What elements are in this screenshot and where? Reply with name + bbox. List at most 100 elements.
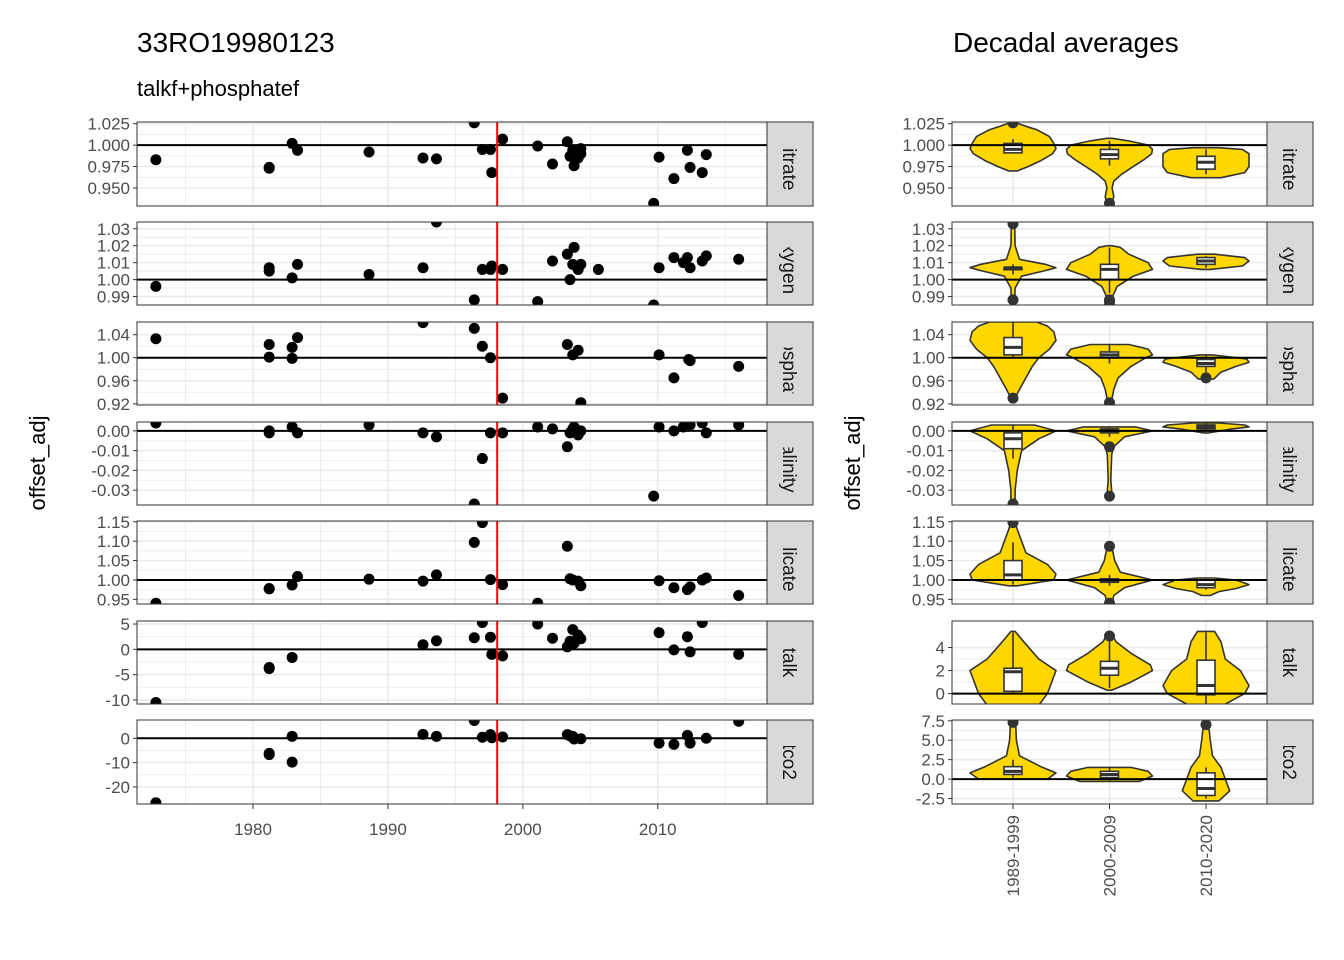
y-tick-label: 0.0 bbox=[921, 770, 945, 789]
data-point bbox=[484, 574, 496, 586]
data-point bbox=[575, 425, 587, 437]
violin-2000-2009 bbox=[1065, 343, 1154, 405]
outlier-point bbox=[1007, 294, 1019, 305]
y-tick-label: 1.01 bbox=[97, 254, 130, 273]
timeseries-x-axis: 1980 1990 2000 2010 bbox=[234, 804, 677, 839]
y-tick-label: -2.5 bbox=[916, 790, 945, 809]
data-point bbox=[150, 597, 162, 604]
box bbox=[1003, 432, 1023, 450]
violins bbox=[969, 630, 1250, 704]
data-point bbox=[417, 152, 429, 164]
data-point bbox=[575, 633, 587, 645]
timeseries-silicate-strip: silicate bbox=[766, 520, 814, 605]
outlier-point bbox=[1104, 397, 1115, 405]
data-point bbox=[286, 341, 298, 353]
y-tick-label: 0.95 bbox=[912, 590, 945, 609]
timeseries-panel-phosphate: 0.92 0.96 1.00 1.04 phosphate bbox=[97, 319, 814, 414]
violins bbox=[969, 322, 1250, 405]
y-tick-label: 5.0 bbox=[921, 731, 945, 750]
data-point bbox=[476, 263, 488, 275]
outlier-point bbox=[1104, 490, 1115, 502]
timeseries-panels: 0.9500.9751.0001.025nitrate0.991.001.011… bbox=[87, 115, 814, 805]
outlier-point bbox=[1007, 392, 1019, 404]
y-tick-label: -0.02 bbox=[91, 461, 130, 480]
data-point bbox=[696, 422, 708, 429]
y-tick-label: 1.03 bbox=[912, 220, 945, 239]
timeseries-panel-talk: -10 -5 0 5 talk bbox=[105, 615, 814, 710]
y-tick-label: 1.00 bbox=[97, 271, 130, 290]
y-tick-label: 0 bbox=[121, 729, 130, 748]
data-point bbox=[497, 579, 509, 591]
outlier-point bbox=[1007, 521, 1019, 529]
x-grid bbox=[185, 720, 726, 804]
y-tick-label: 1.15 bbox=[97, 513, 130, 532]
data-point bbox=[476, 453, 488, 465]
data-point bbox=[150, 797, 162, 804]
data-point bbox=[292, 258, 304, 270]
data-point bbox=[417, 575, 429, 587]
timeseries-salinity-strip: salinity bbox=[766, 421, 814, 506]
data-point bbox=[668, 738, 680, 750]
y-tick-label: -0.03 bbox=[906, 481, 945, 500]
data-point bbox=[417, 262, 429, 274]
y-tick-label: 1.025 bbox=[87, 115, 130, 134]
y-tick-label: 0.92 bbox=[97, 395, 130, 414]
data-point bbox=[575, 258, 587, 270]
y-tick-label: -0.01 bbox=[91, 442, 130, 461]
y-tick-label: 0.96 bbox=[912, 372, 945, 391]
data-point bbox=[532, 621, 544, 630]
timeseries-panel-salinity: -0.03-0.02-0.010.00 salinity bbox=[91, 421, 814, 506]
data-point bbox=[648, 490, 660, 502]
data-point bbox=[476, 340, 488, 352]
x-grid bbox=[185, 122, 726, 206]
outlier-point bbox=[1200, 720, 1212, 731]
data-point bbox=[486, 732, 498, 744]
data-point bbox=[575, 148, 587, 160]
data-point bbox=[363, 422, 375, 431]
decadal-panel-oxygen: 0.991.001.011.021.03 oxygen bbox=[912, 220, 1314, 307]
data-point bbox=[532, 140, 544, 152]
outlier-point bbox=[1104, 441, 1115, 453]
data-point bbox=[700, 149, 712, 161]
violins bbox=[969, 122, 1250, 206]
data-point bbox=[547, 632, 559, 644]
data-point bbox=[484, 631, 496, 643]
data-point bbox=[668, 372, 680, 384]
data-point bbox=[700, 732, 712, 744]
outlier-point bbox=[1007, 222, 1019, 230]
decadal-phosphate-strip: phosphate bbox=[1266, 321, 1314, 406]
data-point bbox=[468, 122, 480, 129]
data-point bbox=[684, 161, 696, 173]
data-point bbox=[497, 392, 509, 404]
data-point bbox=[648, 197, 660, 206]
data-point bbox=[476, 143, 488, 155]
data-point bbox=[292, 332, 304, 344]
data-point bbox=[733, 720, 745, 727]
strip-label: phosphate bbox=[778, 319, 799, 408]
timeseries-nitrate-strip: nitrate bbox=[766, 121, 814, 207]
strip-label: silicate bbox=[778, 533, 799, 591]
data-point bbox=[417, 322, 429, 329]
strip-label: talk bbox=[1278, 648, 1299, 678]
data-point bbox=[572, 344, 584, 356]
y-tick-label: 0 bbox=[936, 685, 945, 704]
strip-label: silicate bbox=[1278, 533, 1299, 591]
data-point bbox=[286, 579, 298, 591]
y-tick-label: 0.975 bbox=[902, 158, 945, 177]
data-point bbox=[417, 427, 429, 439]
points bbox=[150, 720, 745, 804]
data-point bbox=[150, 154, 162, 166]
data-point bbox=[263, 161, 275, 173]
data-point bbox=[497, 650, 509, 662]
strip-label: salinity bbox=[778, 434, 799, 493]
y-tick-label: 0.00 bbox=[912, 422, 945, 441]
data-point bbox=[497, 731, 509, 743]
y-tick-label: 1.15 bbox=[912, 513, 945, 532]
data-point bbox=[564, 274, 576, 286]
y-tick-label: 1.00 bbox=[912, 571, 945, 590]
data-point bbox=[263, 351, 275, 363]
data-point bbox=[286, 730, 298, 742]
data-point bbox=[417, 639, 429, 651]
points bbox=[150, 222, 745, 305]
outlier-point bbox=[1104, 630, 1115, 642]
